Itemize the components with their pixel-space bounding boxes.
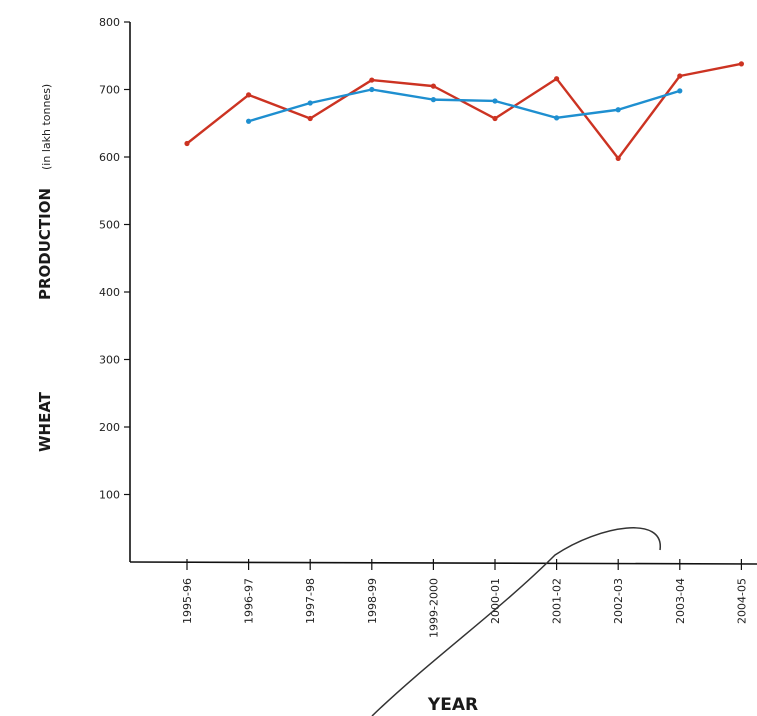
data-point bbox=[492, 98, 498, 104]
series-line-2 bbox=[248, 88, 681, 123]
y-tick-label: 800 bbox=[99, 16, 120, 29]
y-tick-label: 700 bbox=[99, 84, 120, 97]
series-layer bbox=[184, 61, 745, 161]
data-point bbox=[554, 76, 560, 82]
x-axis-line bbox=[129, 561, 757, 565]
x-tick-label: 2000-01 bbox=[489, 578, 502, 624]
x-tick-label: 1997-98 bbox=[304, 578, 317, 624]
data-point bbox=[430, 97, 436, 103]
data-point bbox=[369, 86, 375, 93]
x-tick-label: 2004-05 bbox=[735, 578, 748, 624]
x-tick-label: 1996-97 bbox=[243, 578, 256, 624]
y-tick-label: 600 bbox=[99, 151, 120, 164]
data-point bbox=[184, 140, 190, 147]
y-axis-label-wheat: WHEAT bbox=[36, 391, 54, 452]
series-line-1 bbox=[186, 62, 742, 160]
x-tick-label: 1995-96 bbox=[181, 578, 194, 624]
data-point bbox=[554, 115, 560, 121]
data-point bbox=[246, 92, 252, 98]
x-tick-label: 1999-2000 bbox=[427, 578, 440, 638]
pen-stroke-scribble bbox=[371, 527, 661, 716]
x-axis-ticks: 1995-96 1996-97 1997-98 1998-99 1999-2000 200… bbox=[181, 559, 748, 638]
data-point bbox=[430, 83, 436, 89]
data-point bbox=[369, 77, 375, 83]
x-axis-label: YEAR bbox=[427, 695, 478, 715]
y-tick-label: 500 bbox=[99, 219, 120, 232]
x-tick-label: 2003-04 bbox=[674, 578, 687, 624]
x-tick-label: 1998-99 bbox=[366, 578, 379, 624]
y-axis-ticks: 100 200 300 400 500 600 700 800 bbox=[99, 16, 130, 502]
x-tick-label: 2001-02 bbox=[551, 578, 564, 624]
data-point bbox=[615, 107, 621, 113]
data-point bbox=[246, 118, 252, 124]
data-point bbox=[615, 155, 621, 161]
data-point bbox=[307, 100, 313, 106]
x-tick-label: 2002-03 bbox=[612, 578, 625, 624]
data-point bbox=[738, 61, 745, 67]
y-tick-label: 400 bbox=[99, 286, 120, 299]
y-tick-label: 100 bbox=[99, 489, 120, 502]
y-tick-label: 200 bbox=[99, 421, 120, 434]
data-point bbox=[307, 115, 313, 122]
data-point bbox=[492, 115, 498, 122]
y-tick-label: 300 bbox=[99, 354, 120, 367]
data-point bbox=[677, 73, 683, 79]
data-point bbox=[677, 88, 683, 94]
y-axis-label-unit: (in lakh tonnes) bbox=[40, 84, 53, 170]
axes bbox=[129, 22, 757, 565]
y-axis-label-production: PRODUCTION bbox=[36, 188, 54, 300]
